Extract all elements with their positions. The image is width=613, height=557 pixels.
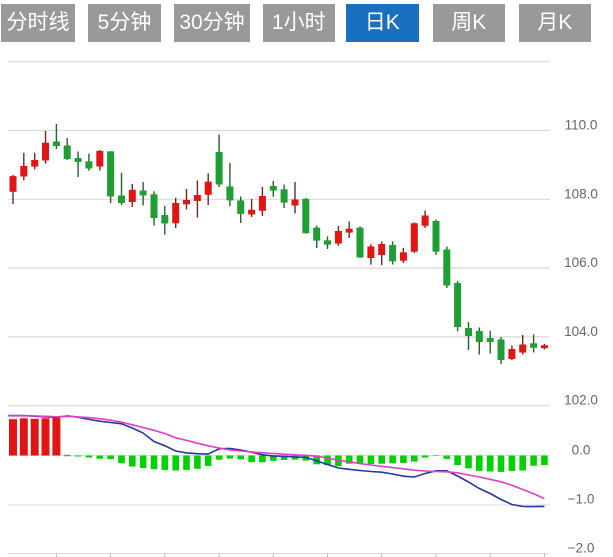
svg-text:−2.0: −2.0 xyxy=(568,541,595,556)
svg-text:110.0: 110.0 xyxy=(565,118,598,133)
svg-text:108.0: 108.0 xyxy=(564,186,598,201)
svg-text:0.0: 0.0 xyxy=(572,443,591,458)
svg-text:−1.0: −1.0 xyxy=(568,492,595,507)
svg-text:104.0: 104.0 xyxy=(564,324,598,339)
svg-text:106.0: 106.0 xyxy=(564,255,598,270)
svg-text:102.0: 102.0 xyxy=(564,393,598,408)
